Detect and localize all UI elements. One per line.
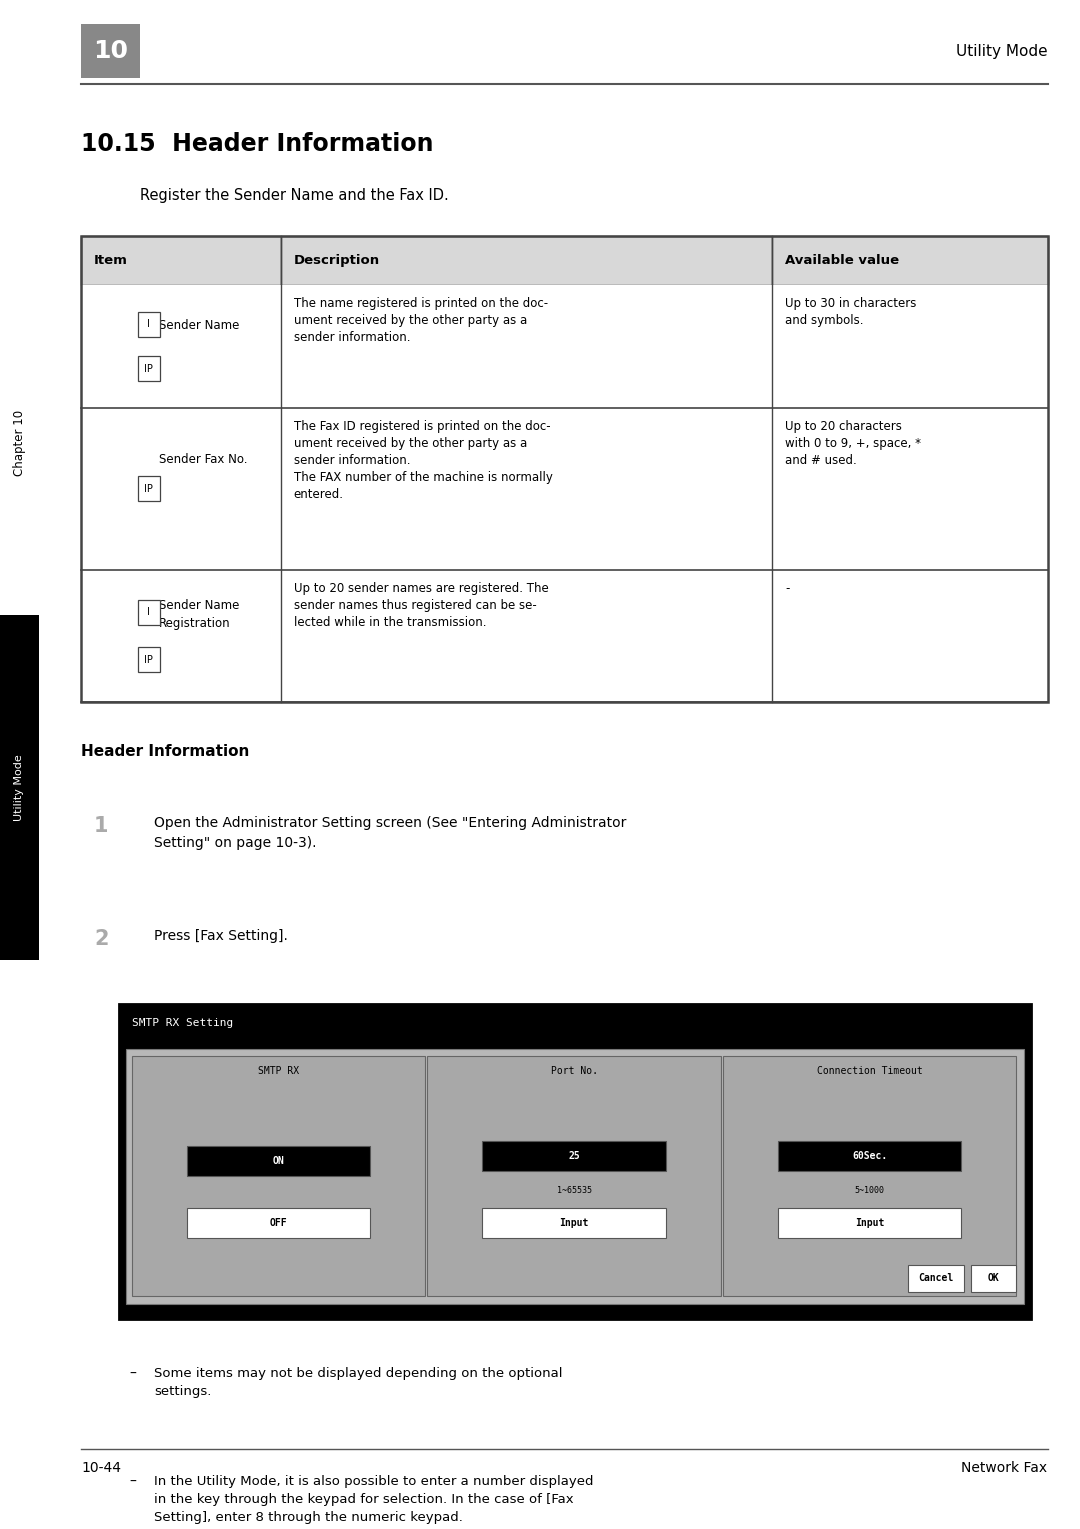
Text: -: -: [785, 583, 789, 595]
Text: SMTP RX: SMTP RX: [258, 1066, 299, 1076]
Bar: [971, 1264, 1016, 1292]
Text: Sender Name
Registration: Sender Name Registration: [159, 599, 239, 630]
Text: Input: Input: [559, 1219, 589, 1228]
Bar: [187, 1208, 370, 1238]
Bar: [81, 408, 281, 570]
Text: 10.15  Header Information: 10.15 Header Information: [81, 131, 433, 156]
Text: OK: OK: [988, 1274, 999, 1283]
Bar: [281, 408, 772, 570]
Bar: [772, 570, 1048, 702]
Text: IP: IP: [145, 364, 153, 373]
Text: Sender Fax No.: Sender Fax No.: [159, 454, 247, 466]
Text: –: –: [130, 1474, 136, 1489]
Bar: [908, 1264, 964, 1292]
Bar: [81, 24, 140, 78]
Text: 25: 25: [568, 1151, 580, 1161]
Text: The Fax ID registered is printed on the doc-
ument received by the other party a: The Fax ID registered is printed on the …: [294, 420, 553, 502]
Bar: [138, 312, 160, 336]
Bar: [778, 1208, 961, 1238]
Bar: [81, 235, 281, 284]
Text: Port No.: Port No.: [551, 1066, 597, 1076]
Text: SMTP RX Setting: SMTP RX Setting: [132, 1018, 233, 1027]
Text: I: I: [148, 607, 150, 618]
Text: ON: ON: [272, 1156, 284, 1167]
Text: 10: 10: [93, 40, 129, 63]
Text: Open the Administrator Setting screen (See "Entering Administrator
Setting" on p: Open the Administrator Setting screen (S…: [154, 816, 626, 850]
Bar: [428, 1057, 720, 1297]
Text: –: –: [130, 1367, 136, 1381]
Bar: [281, 284, 772, 408]
Bar: [132, 1057, 426, 1297]
Text: 60Sec.: 60Sec.: [852, 1151, 887, 1161]
Text: Description: Description: [294, 254, 380, 266]
Text: 1~65535: 1~65535: [556, 1187, 592, 1194]
Bar: [772, 284, 1048, 408]
Text: Cancel: Cancel: [919, 1274, 954, 1283]
Text: OFF: OFF: [270, 1219, 287, 1228]
Bar: [0, 615, 39, 960]
Bar: [126, 1049, 1024, 1304]
Bar: [281, 570, 772, 702]
Text: Header Information: Header Information: [81, 745, 249, 758]
Bar: [281, 235, 772, 284]
Bar: [483, 1141, 665, 1171]
Text: IP: IP: [145, 485, 153, 494]
Text: 1: 1: [94, 816, 108, 836]
Text: Connection Timeout: Connection Timeout: [816, 1066, 922, 1076]
Text: 2: 2: [94, 928, 108, 948]
Bar: [138, 599, 160, 625]
Text: Up to 20 sender names are registered. The
sender names thus registered can be se: Up to 20 sender names are registered. Th…: [294, 583, 549, 628]
Text: Utility Mode: Utility Mode: [14, 754, 25, 821]
Bar: [772, 408, 1048, 570]
Text: Network Fax: Network Fax: [961, 1462, 1048, 1475]
Text: The name registered is printed on the doc-
ument received by the other party as : The name registered is printed on the do…: [294, 297, 548, 344]
Bar: [778, 1141, 961, 1171]
Bar: [138, 477, 160, 502]
Bar: [723, 1057, 1016, 1297]
Text: 10-44: 10-44: [81, 1462, 121, 1475]
Text: Utility Mode: Utility Mode: [956, 43, 1048, 58]
Text: Item: Item: [94, 254, 127, 266]
Bar: [81, 284, 281, 408]
Bar: [187, 1147, 370, 1176]
Text: Available value: Available value: [785, 254, 900, 266]
Text: Up to 20 characters
with 0 to 9, +, space, *
and # used.: Up to 20 characters with 0 to 9, +, spac…: [785, 420, 921, 466]
Text: I: I: [148, 320, 150, 329]
Text: Register the Sender Name and the Fax ID.: Register the Sender Name and the Fax ID.: [140, 188, 449, 202]
Bar: [81, 235, 1048, 702]
Text: Up to 30 in characters
and symbols.: Up to 30 in characters and symbols.: [785, 297, 917, 327]
Text: IP: IP: [145, 654, 153, 665]
Text: Press [Fax Setting].: Press [Fax Setting].: [154, 928, 288, 942]
Text: Input: Input: [855, 1219, 885, 1228]
Text: 5~1000: 5~1000: [854, 1187, 885, 1194]
Bar: [119, 1003, 1031, 1318]
Text: Chapter 10: Chapter 10: [13, 410, 26, 476]
Text: Sender Name: Sender Name: [159, 320, 239, 332]
Text: In the Utility Mode, it is also possible to enter a number displayed
in the key : In the Utility Mode, it is also possible…: [154, 1474, 594, 1523]
Bar: [772, 235, 1048, 284]
Bar: [138, 647, 160, 673]
Bar: [138, 356, 160, 381]
Text: Some items may not be displayed depending on the optional
settings.: Some items may not be displayed dependin…: [154, 1367, 563, 1398]
Bar: [81, 570, 281, 702]
Bar: [483, 1208, 665, 1238]
